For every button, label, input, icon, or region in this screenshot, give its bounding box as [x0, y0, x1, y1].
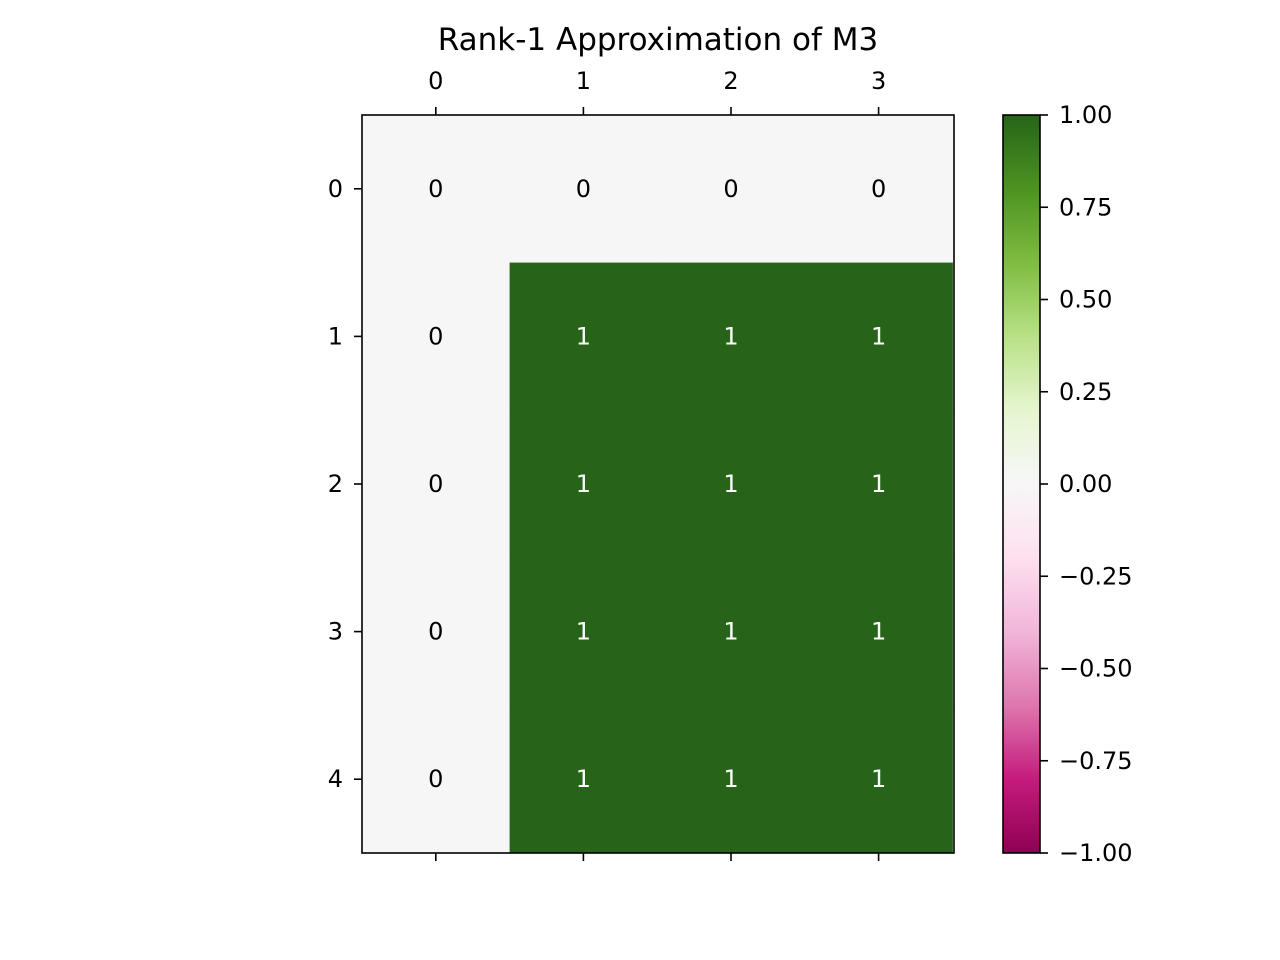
cell-value-label: 1: [871, 470, 886, 498]
heatmap-cell-labels: 0 0 0 0 0 1 1 1 0 1 1 1 0 1 1 1 0 1 1 1: [428, 175, 886, 793]
heatmap-cell-r1-c2: [657, 262, 806, 411]
heatmap-cell-r3-c0: [362, 557, 511, 706]
heatmap-cell-r1-c3: [804, 262, 953, 411]
cell-value-label: 0: [871, 175, 886, 203]
colorbar: [1002, 114, 1041, 854]
cell-value-label: 1: [871, 765, 886, 793]
x-tick-label: 2: [723, 67, 738, 95]
x-tick-label: 3: [871, 67, 886, 95]
heatmap-cell-r0-c2: [657, 115, 806, 264]
colorbar-tick-label: −0.75: [1059, 747, 1133, 775]
cell-value-label: 0: [428, 470, 443, 498]
y-tick-label: 4: [328, 765, 343, 793]
heatmap-cell-r4-c1: [509, 705, 658, 854]
cell-value-label: 0: [723, 175, 738, 203]
heatmap-cell-r4-c3: [804, 705, 953, 854]
y-tick-label: 2: [328, 470, 343, 498]
heatmap-cell-r2-c2: [657, 410, 806, 559]
colorbar-ticks: 1.00 0.75 0.50 0.25 0.00 −0.25 −0.50 −0.75 −1.00: [1040, 101, 1133, 867]
colorbar-tick-label: −0.25: [1059, 562, 1133, 590]
heatmap-cell-r3-c1: [509, 557, 658, 706]
cell-value-label: 1: [576, 470, 591, 498]
colorbar-tick-label: −0.50: [1059, 655, 1133, 683]
cell-value-label: 0: [428, 765, 443, 793]
cell-value-label: 1: [871, 322, 886, 350]
cell-value-label: 1: [723, 618, 738, 646]
heatmap-cell-r0-c3: [804, 115, 953, 264]
chart-title: Rank-1 Approximation of M3: [438, 22, 878, 58]
colorbar-tick-label: 0.75: [1059, 193, 1112, 221]
y-tick-label: 3: [328, 618, 343, 646]
cell-value-label: 1: [576, 618, 591, 646]
heatmap-cell-r3-c3: [804, 557, 953, 706]
heatmap-cell-r4-c2: [657, 705, 806, 854]
colorbar-tick-label: 0.50: [1059, 286, 1112, 314]
cell-value-label: 1: [723, 322, 738, 350]
heatmap-cell-r3-c2: [657, 557, 806, 706]
y-tick-label: 1: [328, 322, 343, 350]
y-tick-label: 0: [328, 175, 343, 203]
colorbar-tick-label: 0.25: [1059, 378, 1112, 406]
cell-value-label: 0: [428, 175, 443, 203]
cell-value-label: 0: [428, 322, 443, 350]
x-axis-ticks: 0 1 2 3: [428, 67, 886, 861]
cell-value-label: 1: [576, 765, 591, 793]
heatmap-cell-r1-c0: [362, 262, 511, 411]
y-axis-ticks: 0 1 2 3 4: [328, 175, 362, 793]
cell-value-label: 1: [871, 618, 886, 646]
cell-value-label: 0: [428, 618, 443, 646]
heatmap-cells: [362, 115, 953, 854]
heatmap-cell-r4-c0: [362, 705, 511, 854]
colorbar-tick-label: 1.00: [1059, 101, 1112, 129]
colorbar-tick-label: −1.00: [1059, 839, 1133, 867]
colorbar-tick-label: 0.00: [1059, 470, 1112, 498]
heatmap-cell-r1-c1: [509, 262, 658, 411]
heatmap-cell-r2-c1: [509, 410, 658, 559]
x-tick-label: 0: [428, 67, 443, 95]
cell-value-label: 1: [723, 765, 738, 793]
heatmap-cell-r2-c0: [362, 410, 511, 559]
cell-value-label: 1: [576, 322, 591, 350]
cell-value-label: 1: [723, 470, 738, 498]
x-tick-label: 1: [576, 67, 591, 95]
heatmap-cell-r0-c1: [509, 115, 658, 264]
cell-value-label: 0: [576, 175, 591, 203]
heatmap-cell-r2-c3: [804, 410, 953, 559]
heatmap-cell-r0-c0: [362, 115, 511, 264]
